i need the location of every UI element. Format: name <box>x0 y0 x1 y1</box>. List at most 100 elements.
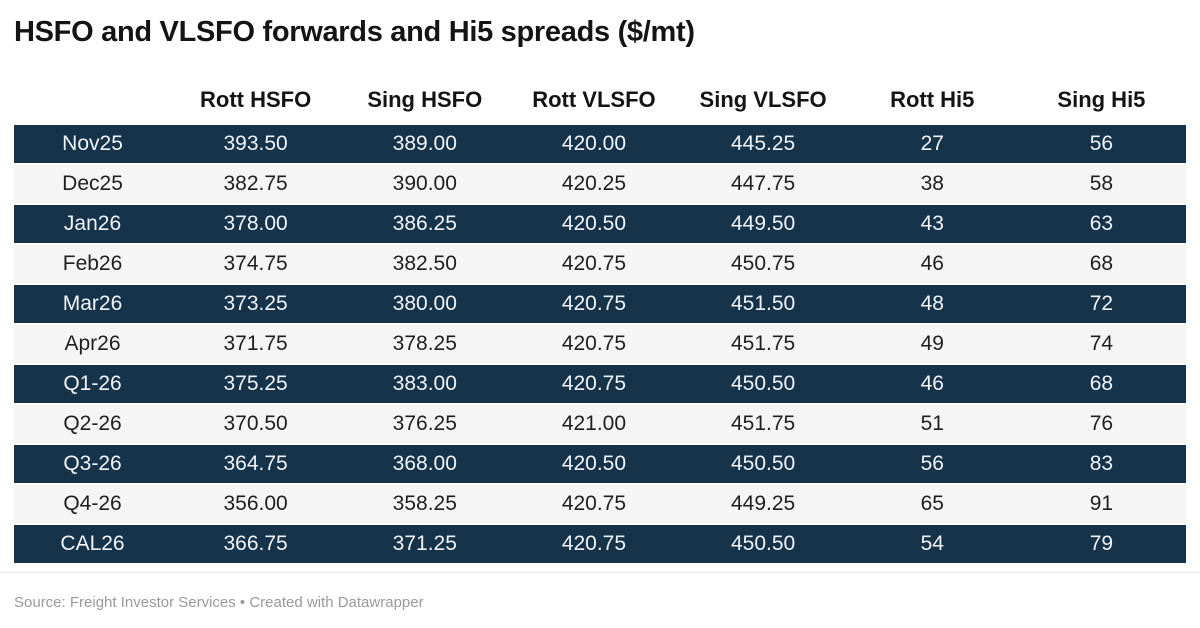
row-label: Q3-26 <box>14 445 172 483</box>
row-label: CAL26 <box>14 525 172 563</box>
column-header-sing-hsfo: Sing HSFO <box>367 87 483 112</box>
table-cell: 56 <box>1016 125 1186 163</box>
table-cell: 420.75 <box>509 485 679 523</box>
table-cell: 58 <box>1016 165 1186 203</box>
table-row: Apr26 371.75 378.25 420.75 451.75 49 74 <box>14 325 1186 363</box>
table-cell: 49 <box>847 325 1017 363</box>
table-cell: 451.75 <box>678 405 848 443</box>
table-cell: 54 <box>847 525 1017 563</box>
table-cell: 420.75 <box>509 325 679 363</box>
table-cell: 420.75 <box>509 365 679 403</box>
table-cell: 378.25 <box>340 325 510 363</box>
table-body: Nov25 393.50 389.00 420.00 445.25 27 56 Dec25 38… <box>14 125 1186 563</box>
table-cell: 43 <box>847 205 1017 243</box>
row-label: Nov25 <box>14 125 172 163</box>
table-cell: 74 <box>1016 325 1186 363</box>
table-cell: 366.75 <box>171 525 341 563</box>
row-label: Mar26 <box>14 285 172 323</box>
table-cell: 449.50 <box>678 205 848 243</box>
table-cell: 451.50 <box>678 285 848 323</box>
table-cell: 56 <box>847 445 1017 483</box>
table-cell: 368.00 <box>340 445 510 483</box>
column-header-rott-hi5: Rott Hi5 <box>890 87 975 112</box>
table-cell: 382.75 <box>171 165 341 203</box>
table-cell: 364.75 <box>171 445 341 483</box>
table-cell: 371.75 <box>171 325 341 363</box>
table-row: CAL26 366.75 371.25 420.75 450.50 54 79 <box>14 525 1186 563</box>
table-cell: 420.50 <box>509 205 679 243</box>
table-cell: 51 <box>847 405 1017 443</box>
table-cell: 48 <box>847 285 1017 323</box>
table-cell: 373.25 <box>171 285 341 323</box>
table-cell: 420.00 <box>509 125 679 163</box>
table-cell: 420.75 <box>509 525 679 563</box>
table-cell: 375.25 <box>171 365 341 403</box>
table-row: Q1-26 375.25 383.00 420.75 450.50 46 68 <box>14 365 1186 403</box>
row-label: Q4-26 <box>14 485 172 523</box>
table-cell: 380.00 <box>340 285 510 323</box>
row-label: Feb26 <box>14 245 172 283</box>
table-cell: 376.25 <box>340 405 510 443</box>
table-cell: 386.25 <box>340 205 510 243</box>
table-cell: 72 <box>1016 285 1186 323</box>
table-cell: 358.25 <box>340 485 510 523</box>
table-cell: 393.50 <box>171 125 341 163</box>
column-header-rott-vlsfo: Rott VLSFO <box>532 87 656 112</box>
table-cell: 27 <box>847 125 1017 163</box>
table-cell: 356.00 <box>171 485 341 523</box>
table-cell: 46 <box>847 245 1017 283</box>
row-label: Dec25 <box>14 165 172 203</box>
row-label: Apr26 <box>14 325 172 363</box>
table-cell: 450.75 <box>678 245 848 283</box>
table-header: Rott HSFO Sing HSFO Rott VLSFO Sing VLSF… <box>14 87 1186 123</box>
table-cell: 420.50 <box>509 445 679 483</box>
table-cell: 420.25 <box>509 165 679 203</box>
table-cell: 390.00 <box>340 165 510 203</box>
table-cell: 420.75 <box>509 285 679 323</box>
table-cell: 83 <box>1016 445 1186 483</box>
table-cell: 65 <box>847 485 1017 523</box>
table-cell: 450.50 <box>678 365 848 403</box>
table-cell: 382.50 <box>340 245 510 283</box>
row-label: Q1-26 <box>14 365 172 403</box>
table-cell: 91 <box>1016 485 1186 523</box>
table-row: Jan26 378.00 386.25 420.50 449.50 43 63 <box>14 205 1186 243</box>
table-cell: 63 <box>1016 205 1186 243</box>
table-cell: 449.25 <box>678 485 848 523</box>
table-cell: 447.75 <box>678 165 848 203</box>
table-cell: 445.25 <box>678 125 848 163</box>
table-row: Q3-26 364.75 368.00 420.50 450.50 56 83 <box>14 445 1186 483</box>
table-row: Q4-26 356.00 358.25 420.75 449.25 65 91 <box>14 485 1186 523</box>
table-cell: 370.50 <box>171 405 341 443</box>
table-cell: 76 <box>1016 405 1186 443</box>
table-row: Mar26 373.25 380.00 420.75 451.50 48 72 <box>14 285 1186 323</box>
table-cell: 374.75 <box>171 245 341 283</box>
forwards-table: Rott HSFO Sing HSFO Rott VLSFO Sing VLSF… <box>14 85 1186 565</box>
table-cell: 371.25 <box>340 525 510 563</box>
column-header-sing-vlsfo: Sing VLSFO <box>699 87 827 112</box>
table-cell: 389.00 <box>340 125 510 163</box>
column-header-row-label <box>14 87 171 123</box>
row-label: Q2-26 <box>14 405 172 443</box>
table-cell: 68 <box>1016 365 1186 403</box>
table-cell: 79 <box>1016 525 1186 563</box>
table-row: Feb26 374.75 382.50 420.75 450.75 46 68 <box>14 245 1186 283</box>
table-cell: 46 <box>847 365 1017 403</box>
table-cell: 420.75 <box>509 245 679 283</box>
table-cell: 68 <box>1016 245 1186 283</box>
column-header-rott-hsfo: Rott HSFO <box>200 87 312 112</box>
column-header-sing-hi5: Sing Hi5 <box>1057 87 1146 112</box>
row-label: Jan26 <box>14 205 172 243</box>
table-cell: 421.00 <box>509 405 679 443</box>
footer-divider <box>0 572 1200 573</box>
table-cell: 378.00 <box>171 205 341 243</box>
table-cell: 383.00 <box>340 365 510 403</box>
table-header-row: Rott HSFO Sing HSFO Rott VLSFO Sing VLSF… <box>14 87 1186 123</box>
table-row: Q2-26 370.50 376.25 421.00 451.75 51 76 <box>14 405 1186 443</box>
table-cell: 451.75 <box>678 325 848 363</box>
table-cell: 450.50 <box>678 445 848 483</box>
table-row: Dec25 382.75 390.00 420.25 447.75 38 58 <box>14 165 1186 203</box>
chart-title: HSFO and VLSFO forwards and Hi5 spreads … <box>14 16 695 48</box>
table-row: Nov25 393.50 389.00 420.00 445.25 27 56 <box>14 125 1186 163</box>
